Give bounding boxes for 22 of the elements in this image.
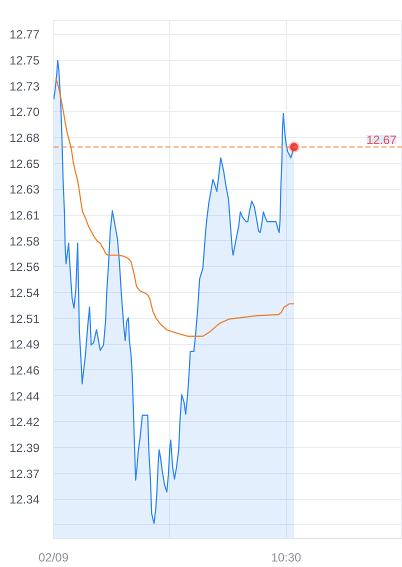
y-tick-label: 12.77 [9, 28, 40, 42]
ref-line-label: 12.67 [366, 133, 397, 148]
y-tick-label: 12.51 [9, 312, 40, 326]
y-tick-label: 12.61 [9, 208, 40, 223]
y-tick-label: 12.65 [9, 156, 40, 171]
y-tick-label: 12.49 [9, 338, 40, 352]
y-tick-label: 12.56 [9, 260, 40, 274]
y-tick-label: 12.34 [9, 492, 40, 507]
y-tick-label: 12.63 [9, 182, 40, 197]
y-tick-label: 12.70 [9, 105, 40, 120]
y-tick-label: 12.58 [9, 234, 40, 248]
y-tick-label: 12.42 [9, 415, 40, 430]
y-tick-label: 12.68 [9, 131, 40, 146]
y-tick-label: 12.44 [9, 389, 40, 404]
y-tick-label: 12.37 [9, 466, 40, 481]
y-tick-label: 12.39 [9, 440, 40, 455]
y-tick-label: 12.73 [9, 79, 40, 94]
x-tick-label: 02/09 [38, 550, 69, 564]
y-tick-label: 12.54 [9, 286, 40, 300]
y-tick-label: 12.75 [9, 54, 40, 68]
y-tick-label: 12.46 [9, 363, 40, 378]
x-tick-label: 10:30 [271, 550, 302, 564]
